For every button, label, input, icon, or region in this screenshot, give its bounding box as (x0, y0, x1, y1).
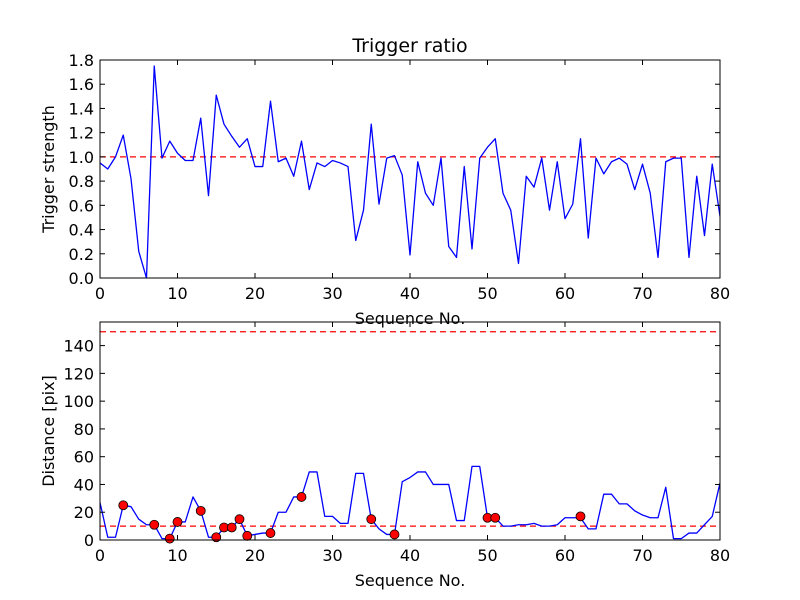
trigger-ratio-chart: 0 10 20 30 40 50 60 70 80 0.0 0.2 0.4 0.6 0.8 1.0 1.2 1.… (39, 35, 730, 328)
x-tick-label: 70 (632, 546, 652, 565)
data-point-marker (211, 532, 222, 543)
y-tick-label: 1.8 (69, 51, 94, 70)
x-tick-label: 30 (322, 284, 342, 303)
data-point-marker (226, 522, 237, 533)
y-tick-label: 60 (74, 448, 94, 467)
y-tick-label: 0.0 (69, 269, 94, 288)
y-tick-label: 80 (74, 420, 94, 439)
x-tick-label: 20 (245, 284, 265, 303)
data-point-marker (490, 512, 501, 523)
data-point-marker (366, 514, 377, 525)
y-tick-label: 0.4 (69, 221, 94, 240)
y-tick-label: 1.0 (69, 148, 94, 167)
x-tick-label: 60 (555, 284, 575, 303)
x-tick-label: 0 (95, 546, 105, 565)
y-tick-label: 0.6 (69, 196, 94, 215)
y-axis-label: Trigger strength (39, 105, 58, 234)
x-tick-label: 0 (95, 284, 105, 303)
series-line (100, 465, 720, 540)
x-tick-label: 40 (400, 284, 420, 303)
data-point-marker (164, 533, 175, 544)
y-tick-label: 1.6 (69, 75, 94, 94)
data-point-marker (242, 530, 253, 541)
x-tick-label: 10 (167, 546, 187, 565)
x-axis-label: Sequence No. (355, 309, 466, 328)
x-tick-label: 20 (245, 546, 265, 565)
y-tick-label: 1.4 (69, 99, 94, 118)
y-tick-label: 1.2 (69, 124, 94, 143)
y-axis-label: Distance [pix] (39, 375, 58, 487)
y-tick-label: 40 (74, 475, 94, 494)
y-tick-label: 0.2 (69, 245, 94, 264)
x-tick-label: 80 (710, 284, 730, 303)
chart-title: Trigger ratio (351, 35, 467, 57)
data-point-marker (234, 514, 245, 525)
data-point-marker (575, 511, 586, 522)
y-tick-label: 140 (63, 337, 94, 356)
series-line (100, 65, 720, 278)
y-tick-label: 20 (74, 503, 94, 522)
data-point-marker (265, 528, 276, 538)
data-point-marker (389, 529, 400, 540)
plot-area (100, 331, 720, 540)
x-tick-label: 10 (167, 284, 187, 303)
x-tick-label: 80 (710, 546, 730, 565)
x-tick-label: 60 (555, 546, 575, 565)
plot-area (100, 65, 720, 278)
x-tick-label: 30 (322, 546, 342, 565)
x-tick-label: 50 (477, 546, 497, 565)
data-point-marker (296, 492, 307, 502)
data-point-marker (195, 505, 206, 516)
x-tick-label: 70 (632, 284, 652, 303)
y-tick-label: 0 (84, 531, 94, 550)
data-point-marker (149, 519, 160, 530)
y-tick-label: 0.8 (69, 172, 94, 191)
x-tick-label: 40 (400, 546, 420, 565)
x-axis-label: Sequence No. (355, 571, 466, 590)
y-tick-label: 120 (63, 364, 94, 383)
data-point-marker (172, 517, 183, 527)
data-point-marker (118, 500, 129, 511)
distance-chart: 0 10 20 30 40 50 60 70 80 0 20 40 60 80 100 120 140 Seque… (39, 321, 730, 590)
x-tick-label: 50 (477, 284, 497, 303)
y-tick-label: 100 (63, 392, 94, 411)
